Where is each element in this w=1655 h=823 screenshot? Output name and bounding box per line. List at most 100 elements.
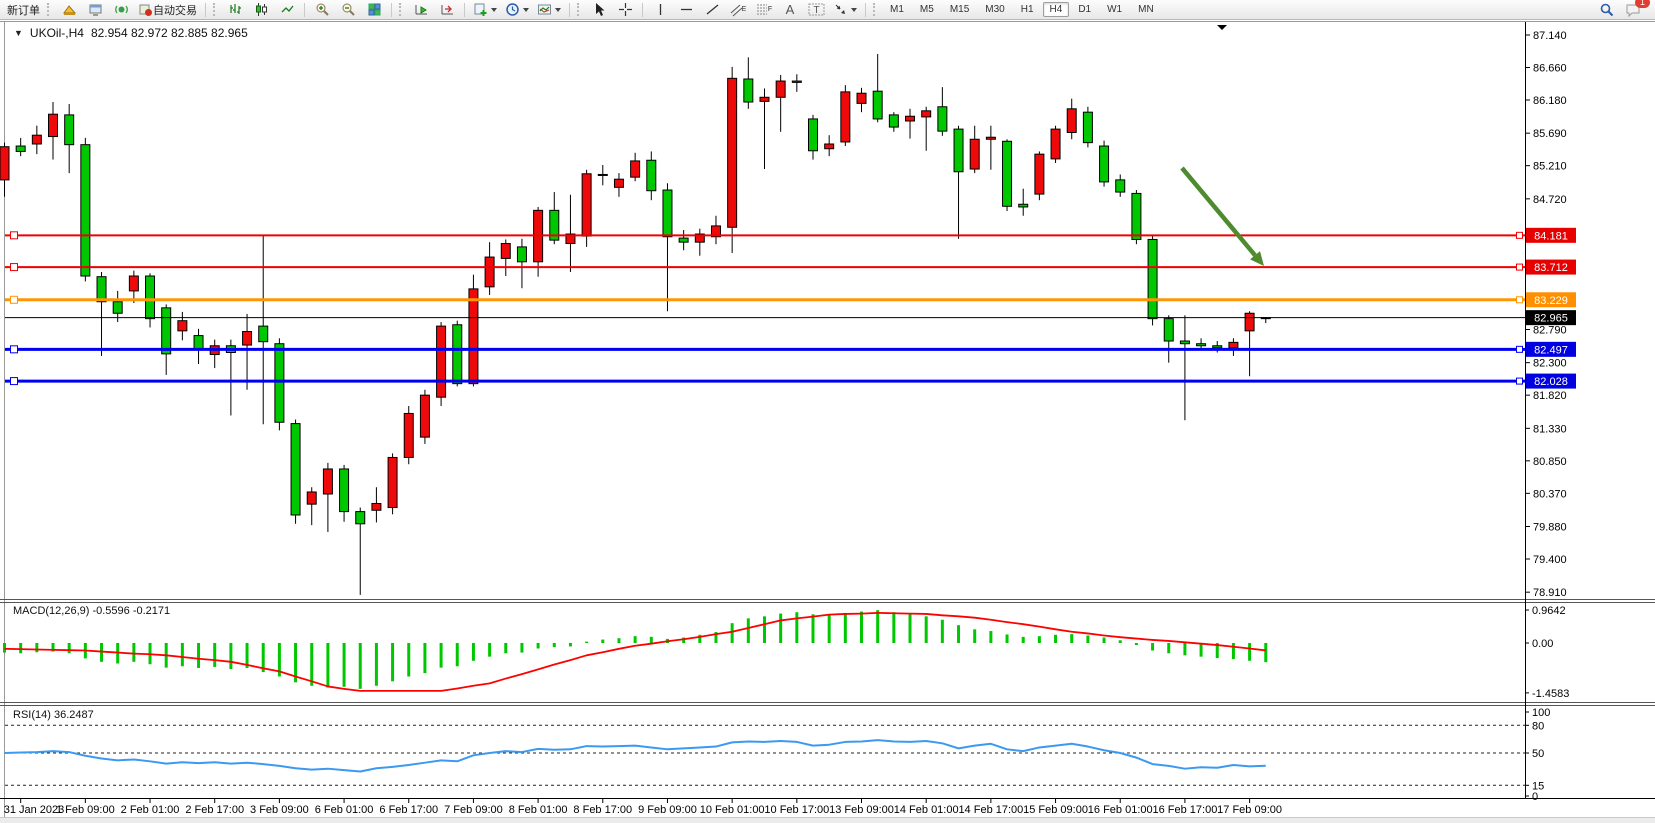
toolbar-grip: [399, 3, 404, 16]
line-handle[interactable]: [10, 295, 18, 304]
candle-body: [791, 80, 802, 83]
chart-shift-marker[interactable]: [1217, 25, 1227, 30]
toolbar-separator: [391, 2, 392, 17]
candle-body: [371, 502, 382, 511]
candle-body: [161, 307, 172, 355]
tf-h1-button[interactable]: H1: [1020, 4, 1034, 15]
horizontal-line-tool-icon[interactable]: [674, 0, 698, 20]
candle-body: [0, 146, 10, 181]
time-axis-label: 15 Feb 09:00: [1023, 804, 1088, 816]
price-badge-label: 83.229: [1534, 295, 1568, 307]
candle-body: [1002, 140, 1013, 207]
candle-body: [306, 491, 317, 505]
candle-body: [322, 468, 333, 495]
candle-body: [468, 288, 479, 385]
fibonacci-tool-icon[interactable]: F: [752, 0, 776, 20]
tile-windows-icon[interactable]: [362, 0, 386, 20]
vertical-line-tool-icon[interactable]: [648, 0, 672, 20]
arrow-annotation[interactable]: [1180, 166, 1257, 257]
tf-m1-button[interactable]: M1: [890, 4, 904, 15]
dropdown-arrow-icon: [491, 7, 497, 12]
time-axis-label: 13 Feb 09:00: [829, 804, 894, 816]
line-handle[interactable]: [1516, 296, 1523, 304]
time-axis-label: 8 Feb 01:00: [509, 804, 568, 816]
new-chart-button[interactable]: [470, 0, 500, 20]
channel-tool-icon[interactable]: E: [726, 0, 750, 20]
candle-body: [96, 276, 107, 303]
price-axis-label: 85.210: [1533, 161, 1567, 173]
new-order-button[interactable]: 新订单: [7, 4, 40, 17]
candle-body: [484, 256, 495, 288]
text-tool-button[interactable]: A: [785, 2, 795, 17]
arrow-annotation-head[interactable]: [1250, 251, 1264, 266]
tf-m5-button[interactable]: M5: [919, 4, 934, 15]
candle-body: [355, 511, 366, 525]
line-handle[interactable]: [1516, 263, 1523, 271]
time-axis-label: 6 Feb 01:00: [315, 804, 374, 816]
candle-body: [452, 324, 463, 385]
rsi-scale-label: 15: [1532, 780, 1544, 792]
candle-body: [694, 233, 705, 243]
tf-h4-button[interactable]: H4: [1042, 2, 1070, 17]
line-handle[interactable]: [10, 345, 18, 354]
line-chart-mode-icon[interactable]: [275, 0, 299, 20]
line-handle[interactable]: [1516, 377, 1523, 385]
price-badge: [1526, 227, 1576, 243]
candle-body: [581, 173, 592, 237]
toolbar-separator: [642, 2, 643, 17]
toolbar-separator: [569, 2, 570, 17]
time-axis-label: 2 Feb 17:00: [185, 804, 244, 816]
chat-notifications-button[interactable]: 1: [1621, 0, 1650, 20]
autotrade-button[interactable]: 自动交易: [135, 0, 200, 20]
cursor-tool-icon[interactable]: [587, 0, 611, 20]
crosshair-tool-icon[interactable]: [613, 0, 637, 20]
market-depth-icon[interactable]: [57, 0, 81, 20]
macd-scale-label: -1.4583: [1532, 688, 1569, 700]
trendline-tool-icon[interactable]: [700, 0, 724, 20]
zoom-in-icon[interactable]: [310, 0, 334, 20]
search-icon[interactable]: [1595, 0, 1619, 20]
tf-mn-button[interactable]: MN: [1138, 4, 1154, 15]
zoom-out-icon[interactable]: [336, 0, 360, 20]
candle-body: [1179, 340, 1190, 345]
text-label-tool-button[interactable]: T: [804, 0, 828, 20]
time-axis-label: 16 Feb 17:00: [1152, 804, 1217, 816]
auto-scroll-icon[interactable]: [409, 0, 433, 20]
period-selector-button[interactable]: [502, 0, 532, 20]
arrows-tool-button[interactable]: [830, 0, 860, 20]
channel-tool-letter: E: [741, 6, 747, 13]
candle-body: [48, 113, 59, 138]
line-handle[interactable]: [1516, 345, 1523, 353]
candle-body: [613, 178, 624, 188]
candle-body: [1131, 192, 1142, 240]
line-handle[interactable]: [10, 231, 18, 240]
candle-body: [824, 143, 835, 150]
candle-body: [64, 114, 75, 146]
line-handle[interactable]: [1516, 231, 1523, 239]
candle-body: [128, 275, 139, 292]
bar-chart-mode-icon[interactable]: [223, 0, 247, 20]
signals-icon[interactable]: [109, 0, 133, 20]
candle-body: [646, 159, 657, 192]
toolbar-separator: [304, 2, 305, 17]
chart-shift-icon[interactable]: [435, 0, 459, 20]
indicators-button[interactable]: [534, 0, 564, 20]
time-axis-label: 10 Feb 01:00: [700, 804, 765, 816]
terminal-window-icon[interactable]: [83, 0, 107, 20]
collapse-triangle-icon[interactable]: ▼: [14, 28, 23, 38]
candlestick-mode-icon[interactable]: [249, 0, 273, 20]
price-badge-label: 82.028: [1534, 376, 1568, 388]
candle-body: [339, 468, 350, 513]
price-axis-label: 78.910: [1533, 587, 1567, 599]
tf-m30-button[interactable]: M30: [985, 4, 1005, 15]
tf-w1-button[interactable]: W1: [1107, 4, 1123, 15]
line-handle[interactable]: [10, 263, 18, 272]
tf-m15-button[interactable]: M15: [949, 4, 970, 15]
rsi-scale-label: 50: [1532, 748, 1544, 760]
time-axis-label: 9 Feb 09:00: [638, 804, 697, 816]
line-handle[interactable]: [10, 377, 18, 386]
candle-body: [1066, 108, 1077, 133]
tf-d1-button[interactable]: D1: [1078, 4, 1092, 15]
time-axis-label: 16 Feb 01:00: [1088, 804, 1153, 816]
